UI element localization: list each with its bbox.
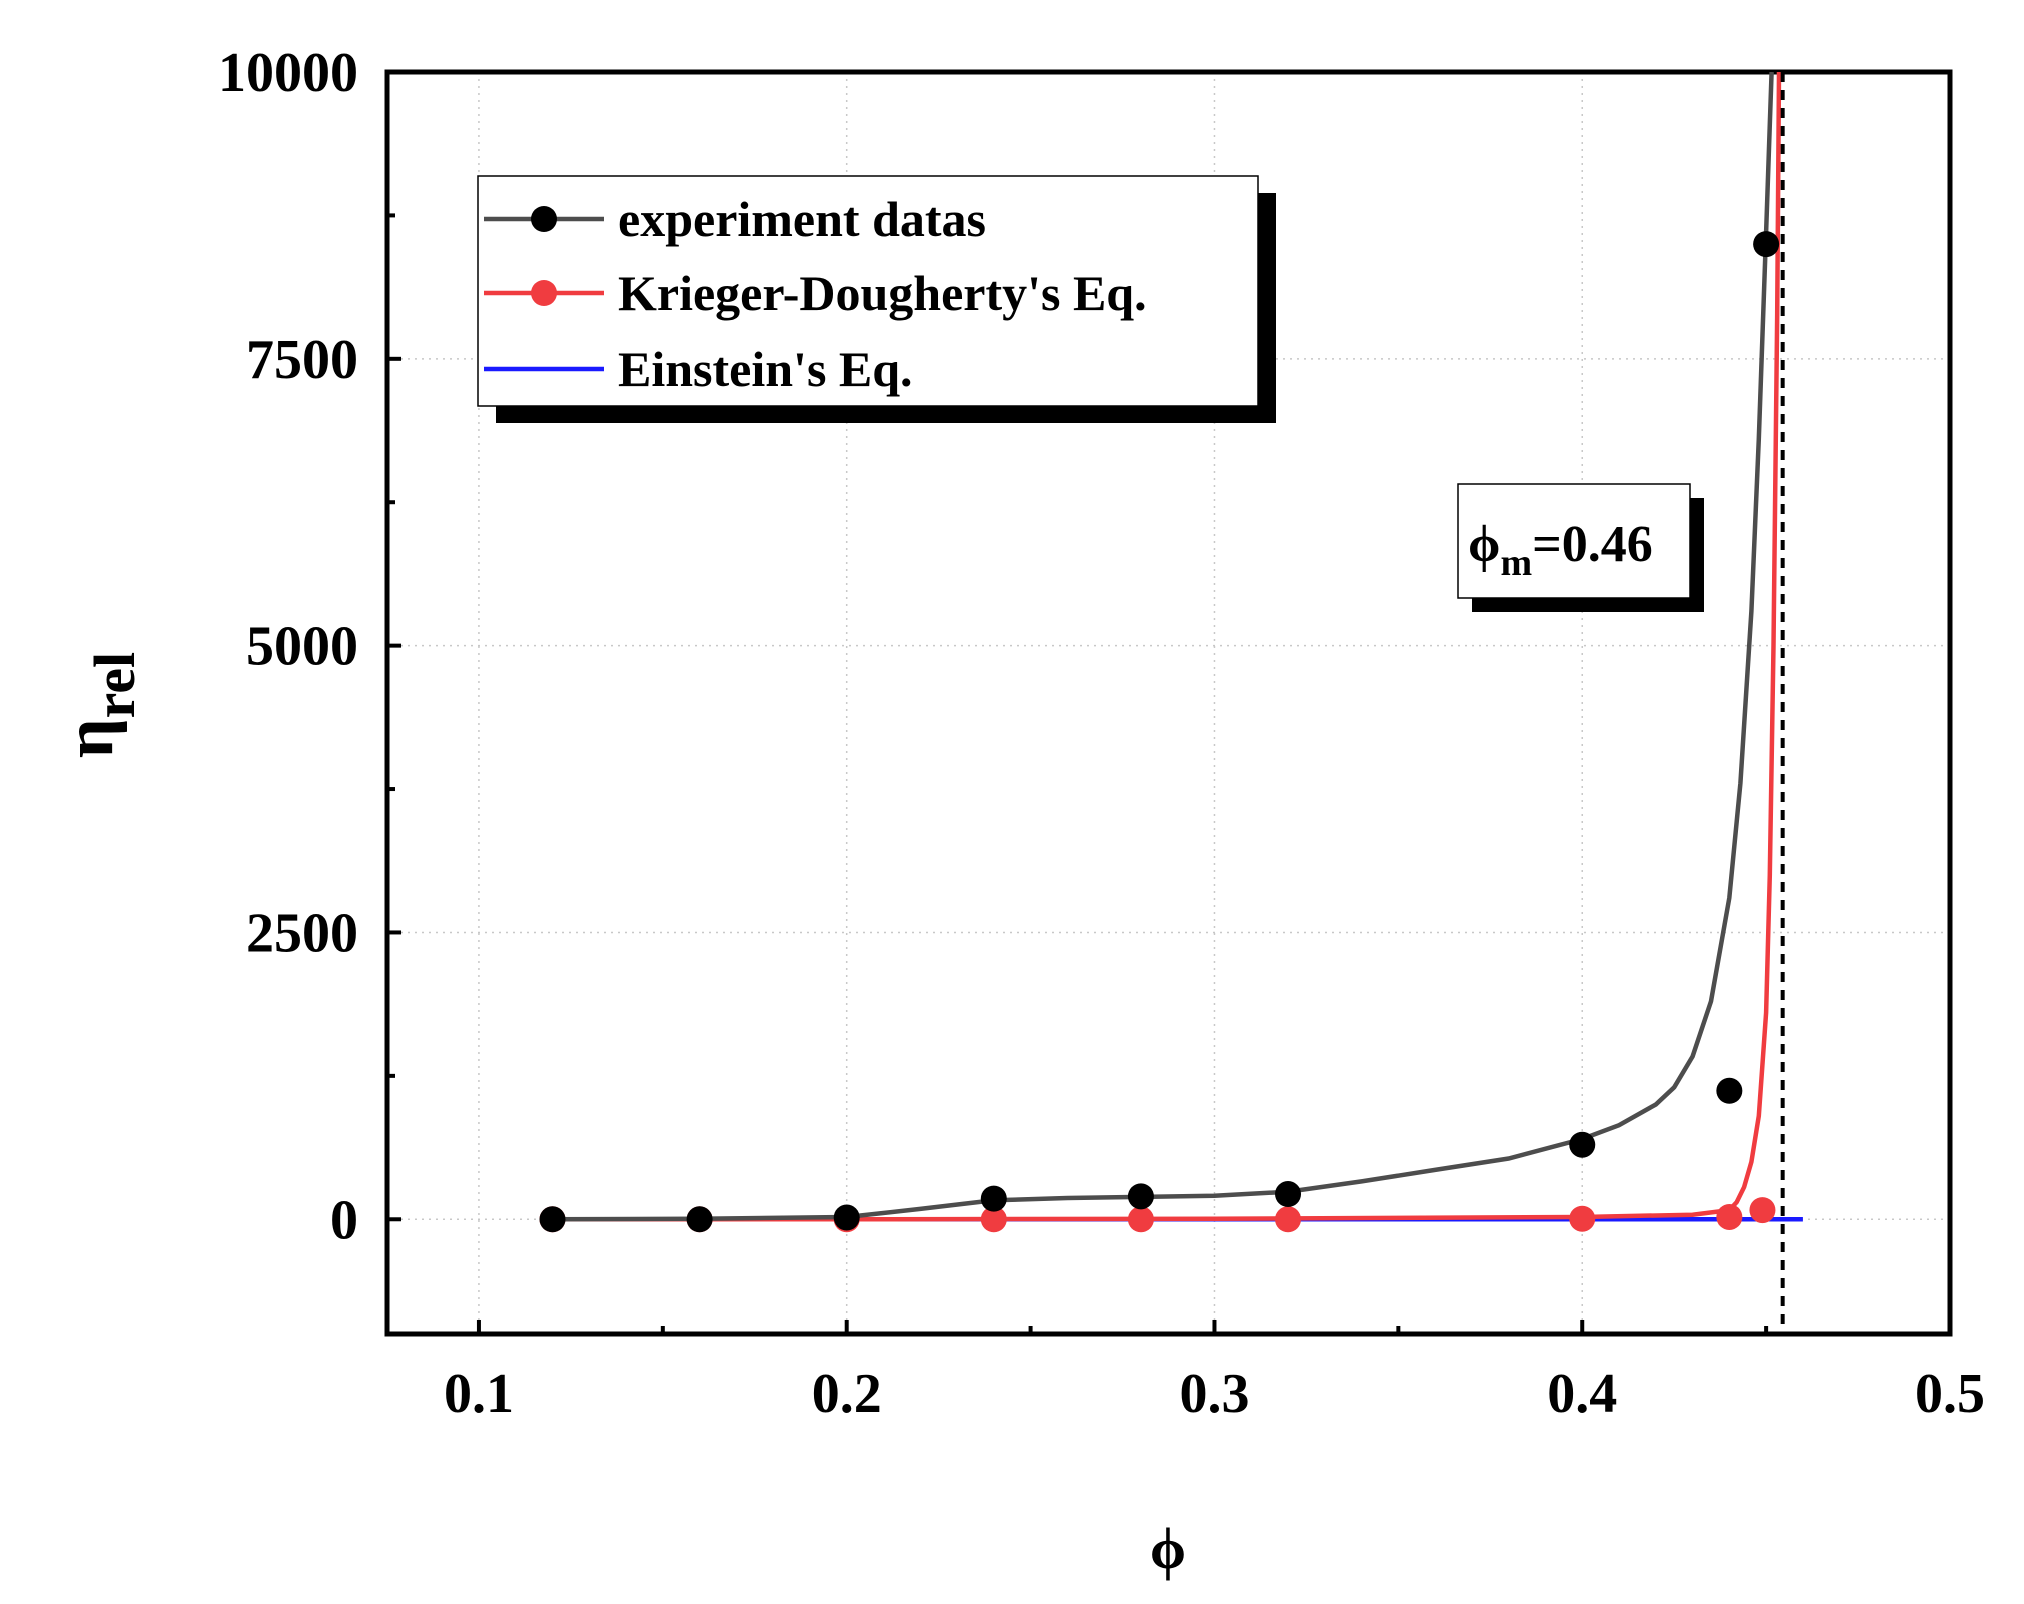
y-tick-label: 5000 (246, 616, 358, 678)
y-tick-label: 0 (330, 1189, 358, 1251)
experiment-datas-point (1753, 231, 1780, 258)
x-tick-label: 0.4 (1547, 1363, 1617, 1425)
experiment-datas-point (1127, 1183, 1154, 1210)
experiment-datas-series (539, 72, 1780, 1233)
krieger-dougherty-point (1275, 1206, 1302, 1233)
y-axis-label: ηrel (51, 652, 147, 758)
krieger-dougherty-curve (552, 72, 1782, 1222)
legend-marker-experiment-datas (531, 206, 557, 232)
y-tick-label: 2500 (246, 902, 358, 964)
legend-label-krieger-dougherty: Krieger-Dougherty's Eq. (618, 265, 1147, 321)
legend-marker-krieger-dougherty (531, 280, 557, 306)
x-tick-label: 0.1 (444, 1363, 514, 1425)
x-tick-label: 0.5 (1915, 1363, 1985, 1425)
series-layer (539, 72, 1803, 1233)
phi-m-annotation: ϕm=0.46 (1457, 483, 1704, 612)
experiment-datas-point (686, 1206, 713, 1233)
experiment-datas-point (1716, 1077, 1743, 1104)
annotation-box (1457, 483, 1691, 599)
x-axis-label: ϕ (1150, 1516, 1186, 1581)
legend-label-experiment-datas: experiment datas (618, 191, 986, 247)
experiment-datas-point (1569, 1131, 1596, 1158)
annotation-text: ϕm=0.46 (1468, 516, 1653, 584)
x-tick-label: 0.2 (812, 1363, 882, 1425)
x-tick-label: 0.3 (1179, 1363, 1249, 1425)
legend-label-einstein: Einstein's Eq. (618, 341, 913, 397)
experiment-datas-point (833, 1204, 860, 1231)
krieger-dougherty-point (980, 1206, 1007, 1233)
krieger-dougherty-point (1716, 1203, 1743, 1230)
krieger-dougherty-point (1569, 1205, 1596, 1232)
legend-box (477, 175, 1259, 407)
experiment-datas-point (1275, 1181, 1302, 1208)
experiment-datas-point (980, 1185, 1007, 1212)
experiment-datas-point (539, 1206, 566, 1233)
y-tick-label: 7500 (246, 329, 358, 391)
y-tick-label: 10000 (218, 42, 358, 104)
legend: experiment datas Krieger-Dougherty's Eq. E… (477, 175, 1276, 423)
axes: 0.1 0.2 0.3 0.4 0.5 0 2500 5000 7500 10000 (218, 42, 1985, 1425)
krieger-dougherty-point (1127, 1206, 1154, 1233)
plot-frame (384, 69, 1953, 1337)
krieger-dougherty-point (1749, 1197, 1776, 1224)
